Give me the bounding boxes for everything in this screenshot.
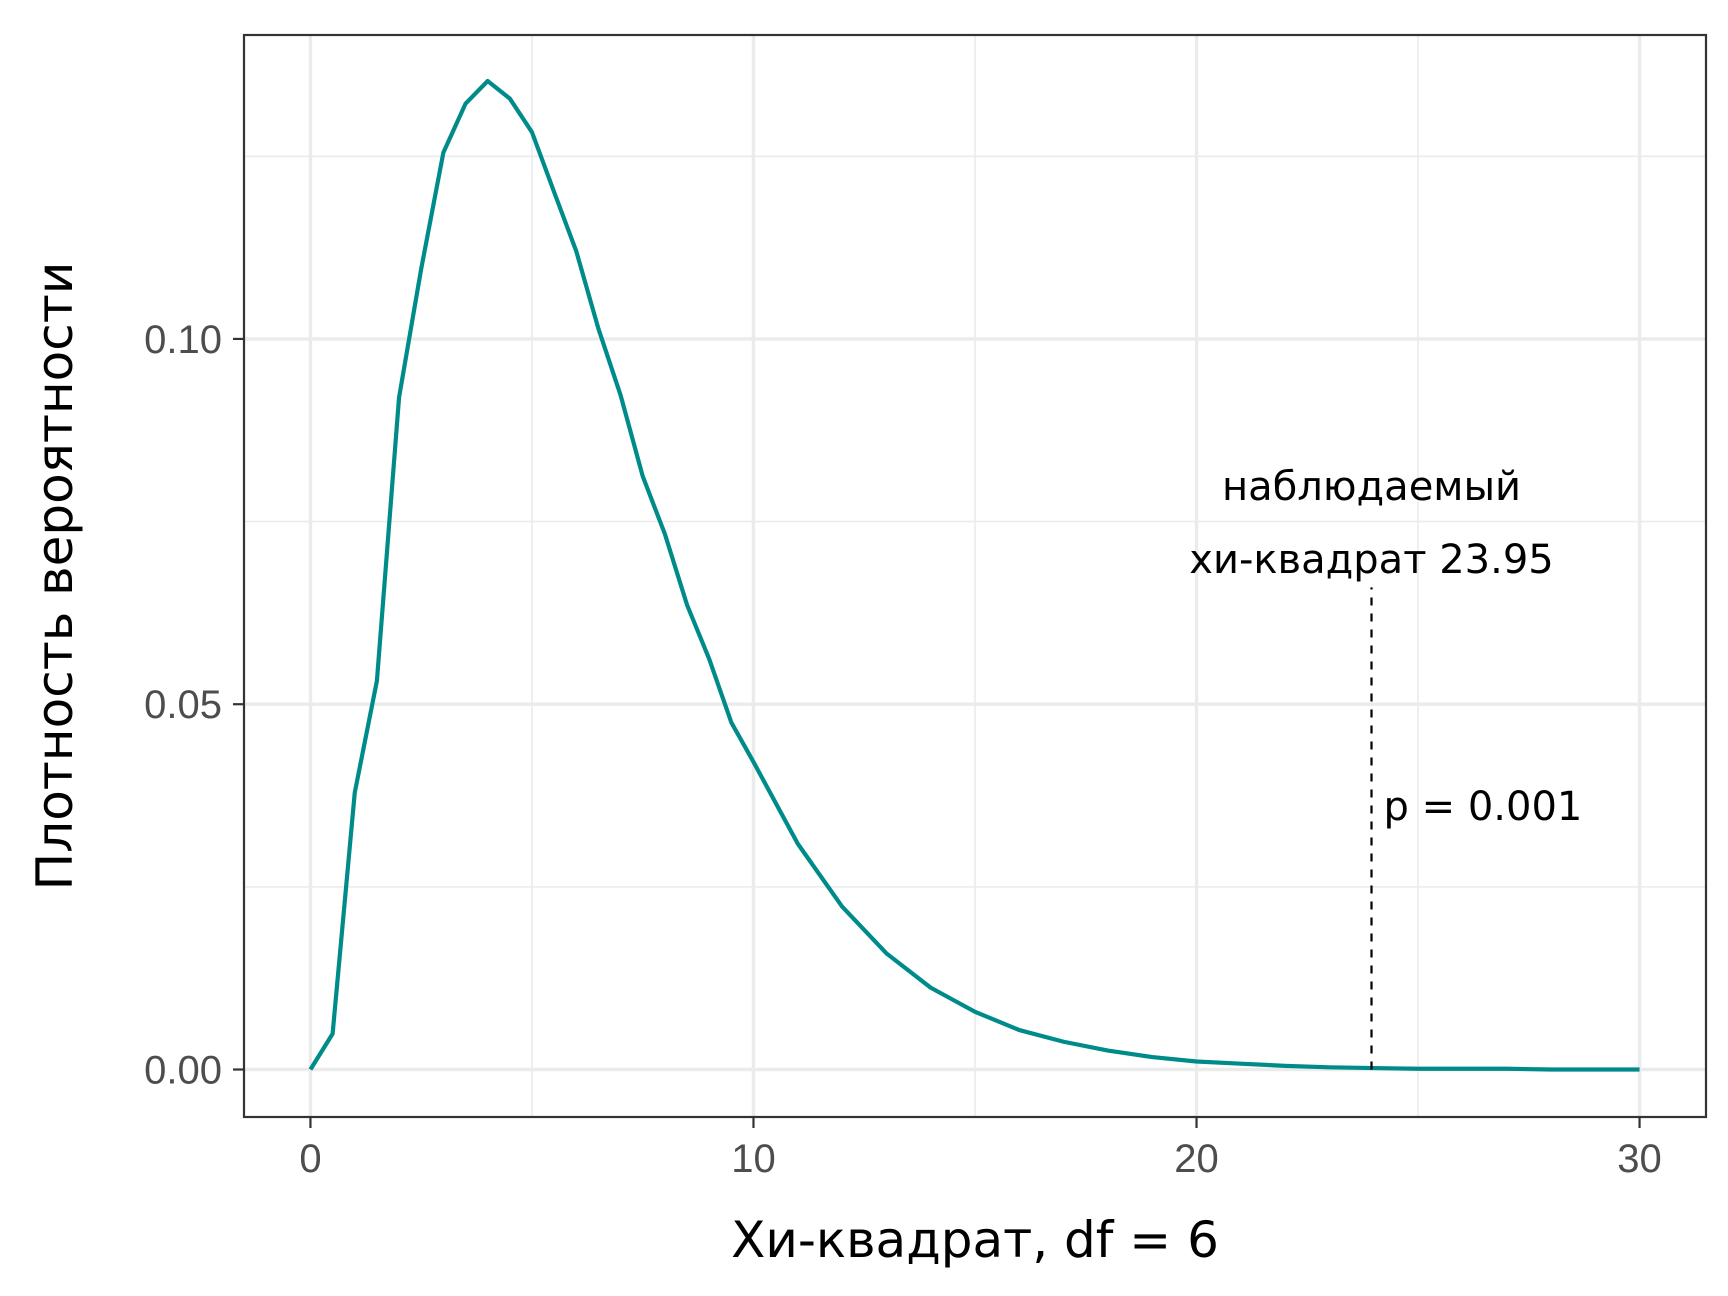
density-curve	[308, 78, 1640, 1072]
y-tick-label: 0.05	[144, 683, 222, 727]
x-tick-label: 0	[299, 1137, 321, 1181]
axes: 0 10 20 30 0.00 0.05 0.10	[144, 318, 1662, 1181]
x-tick-label: 20	[1174, 1137, 1219, 1181]
plot-marks	[308, 78, 1640, 1072]
y-tick-label: 0.00	[144, 1049, 222, 1093]
p-value-label: p = 0.001	[1384, 784, 1583, 830]
x-axis-title: Хи-квадрат, df = 6	[731, 1211, 1219, 1269]
observed-label-line1: наблюдаемый	[1222, 464, 1521, 510]
y-tick-label: 0.10	[144, 318, 222, 362]
y-axis-title: Плотность вероятности	[26, 262, 84, 891]
x-tick-label: 10	[731, 1137, 776, 1181]
observed-label-line2: хи-квадрат 23.95	[1189, 537, 1553, 583]
grid	[244, 35, 1706, 1117]
panel-border	[242, 33, 1708, 1119]
x-tick-label: 30	[1617, 1137, 1662, 1181]
